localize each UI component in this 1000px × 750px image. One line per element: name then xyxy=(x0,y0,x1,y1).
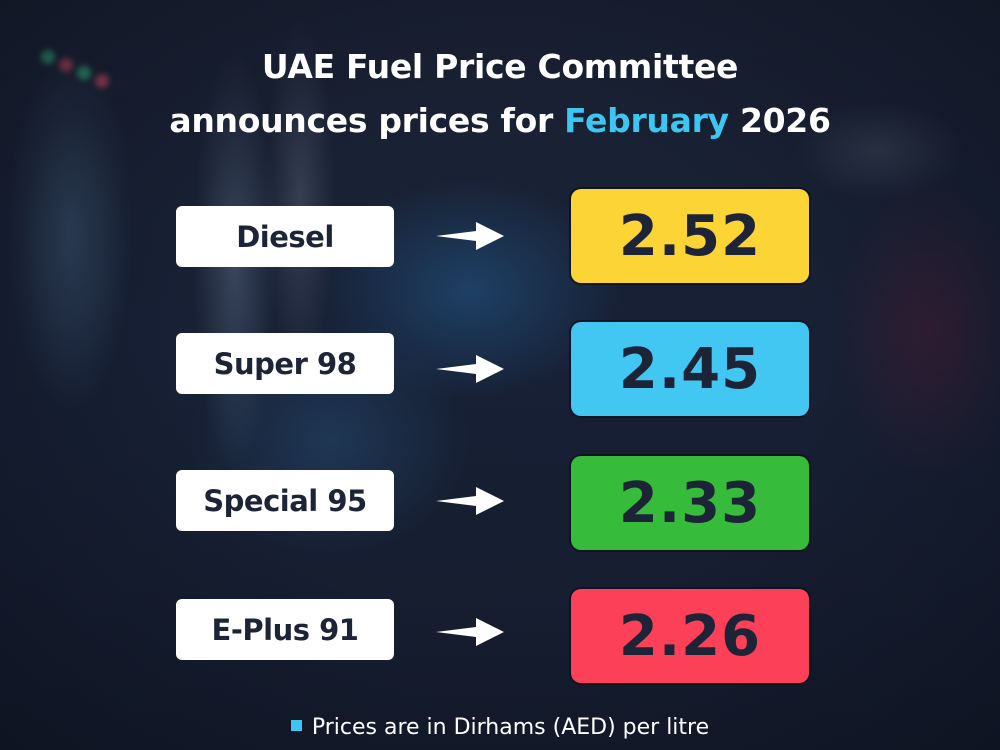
footer-note: Prices are in Dirhams (AED) per litre xyxy=(0,715,1000,740)
fuel-row-special-95: Special 95 2.33 xyxy=(0,456,1000,550)
title-month: February xyxy=(564,101,729,140)
fuel-price: 2.33 xyxy=(618,470,762,536)
arrow-right-icon xyxy=(436,487,504,515)
title-prefix: announces prices for xyxy=(169,101,565,140)
fuel-price: 2.52 xyxy=(618,203,762,269)
fuel-row-diesel: Diesel 2.52 xyxy=(0,189,1000,283)
title-line-2: announces prices for February 2026 xyxy=(0,94,1000,148)
fuel-price: 2.26 xyxy=(618,603,762,669)
arrow-right-icon xyxy=(436,618,504,646)
price-box: 2.52 xyxy=(571,189,809,283)
price-box: 2.33 xyxy=(571,456,809,550)
fuel-row-super-98: Super 98 2.45 xyxy=(0,322,1000,416)
title-line-1: UAE Fuel Price Committee xyxy=(261,47,739,86)
price-box: 2.26 xyxy=(571,589,809,683)
title-year: 2026 xyxy=(728,101,831,140)
square-bullet-icon xyxy=(290,720,302,731)
page-title: UAE Fuel Price Committee announces price… xyxy=(0,40,1000,148)
fuel-name: E-Plus 91 xyxy=(211,612,359,647)
fuel-name: Special 95 xyxy=(203,483,367,518)
price-box: 2.45 xyxy=(571,322,809,416)
fuel-row-e-plus-91: E-Plus 91 2.26 xyxy=(0,589,1000,683)
fuel-name: Super 98 xyxy=(213,346,357,381)
arrow-right-icon xyxy=(436,355,504,383)
arrow-right-icon xyxy=(436,222,504,250)
fuel-label-box: E-Plus 91 xyxy=(176,599,394,660)
fuel-name: Diesel xyxy=(236,219,334,254)
fuel-label-box: Super 98 xyxy=(176,333,394,394)
fuel-price: 2.45 xyxy=(618,336,762,402)
fuel-label-box: Diesel xyxy=(176,206,394,267)
footer-note-text: Prices are in Dirhams (AED) per litre xyxy=(311,715,710,740)
fuel-label-box: Special 95 xyxy=(176,470,394,531)
